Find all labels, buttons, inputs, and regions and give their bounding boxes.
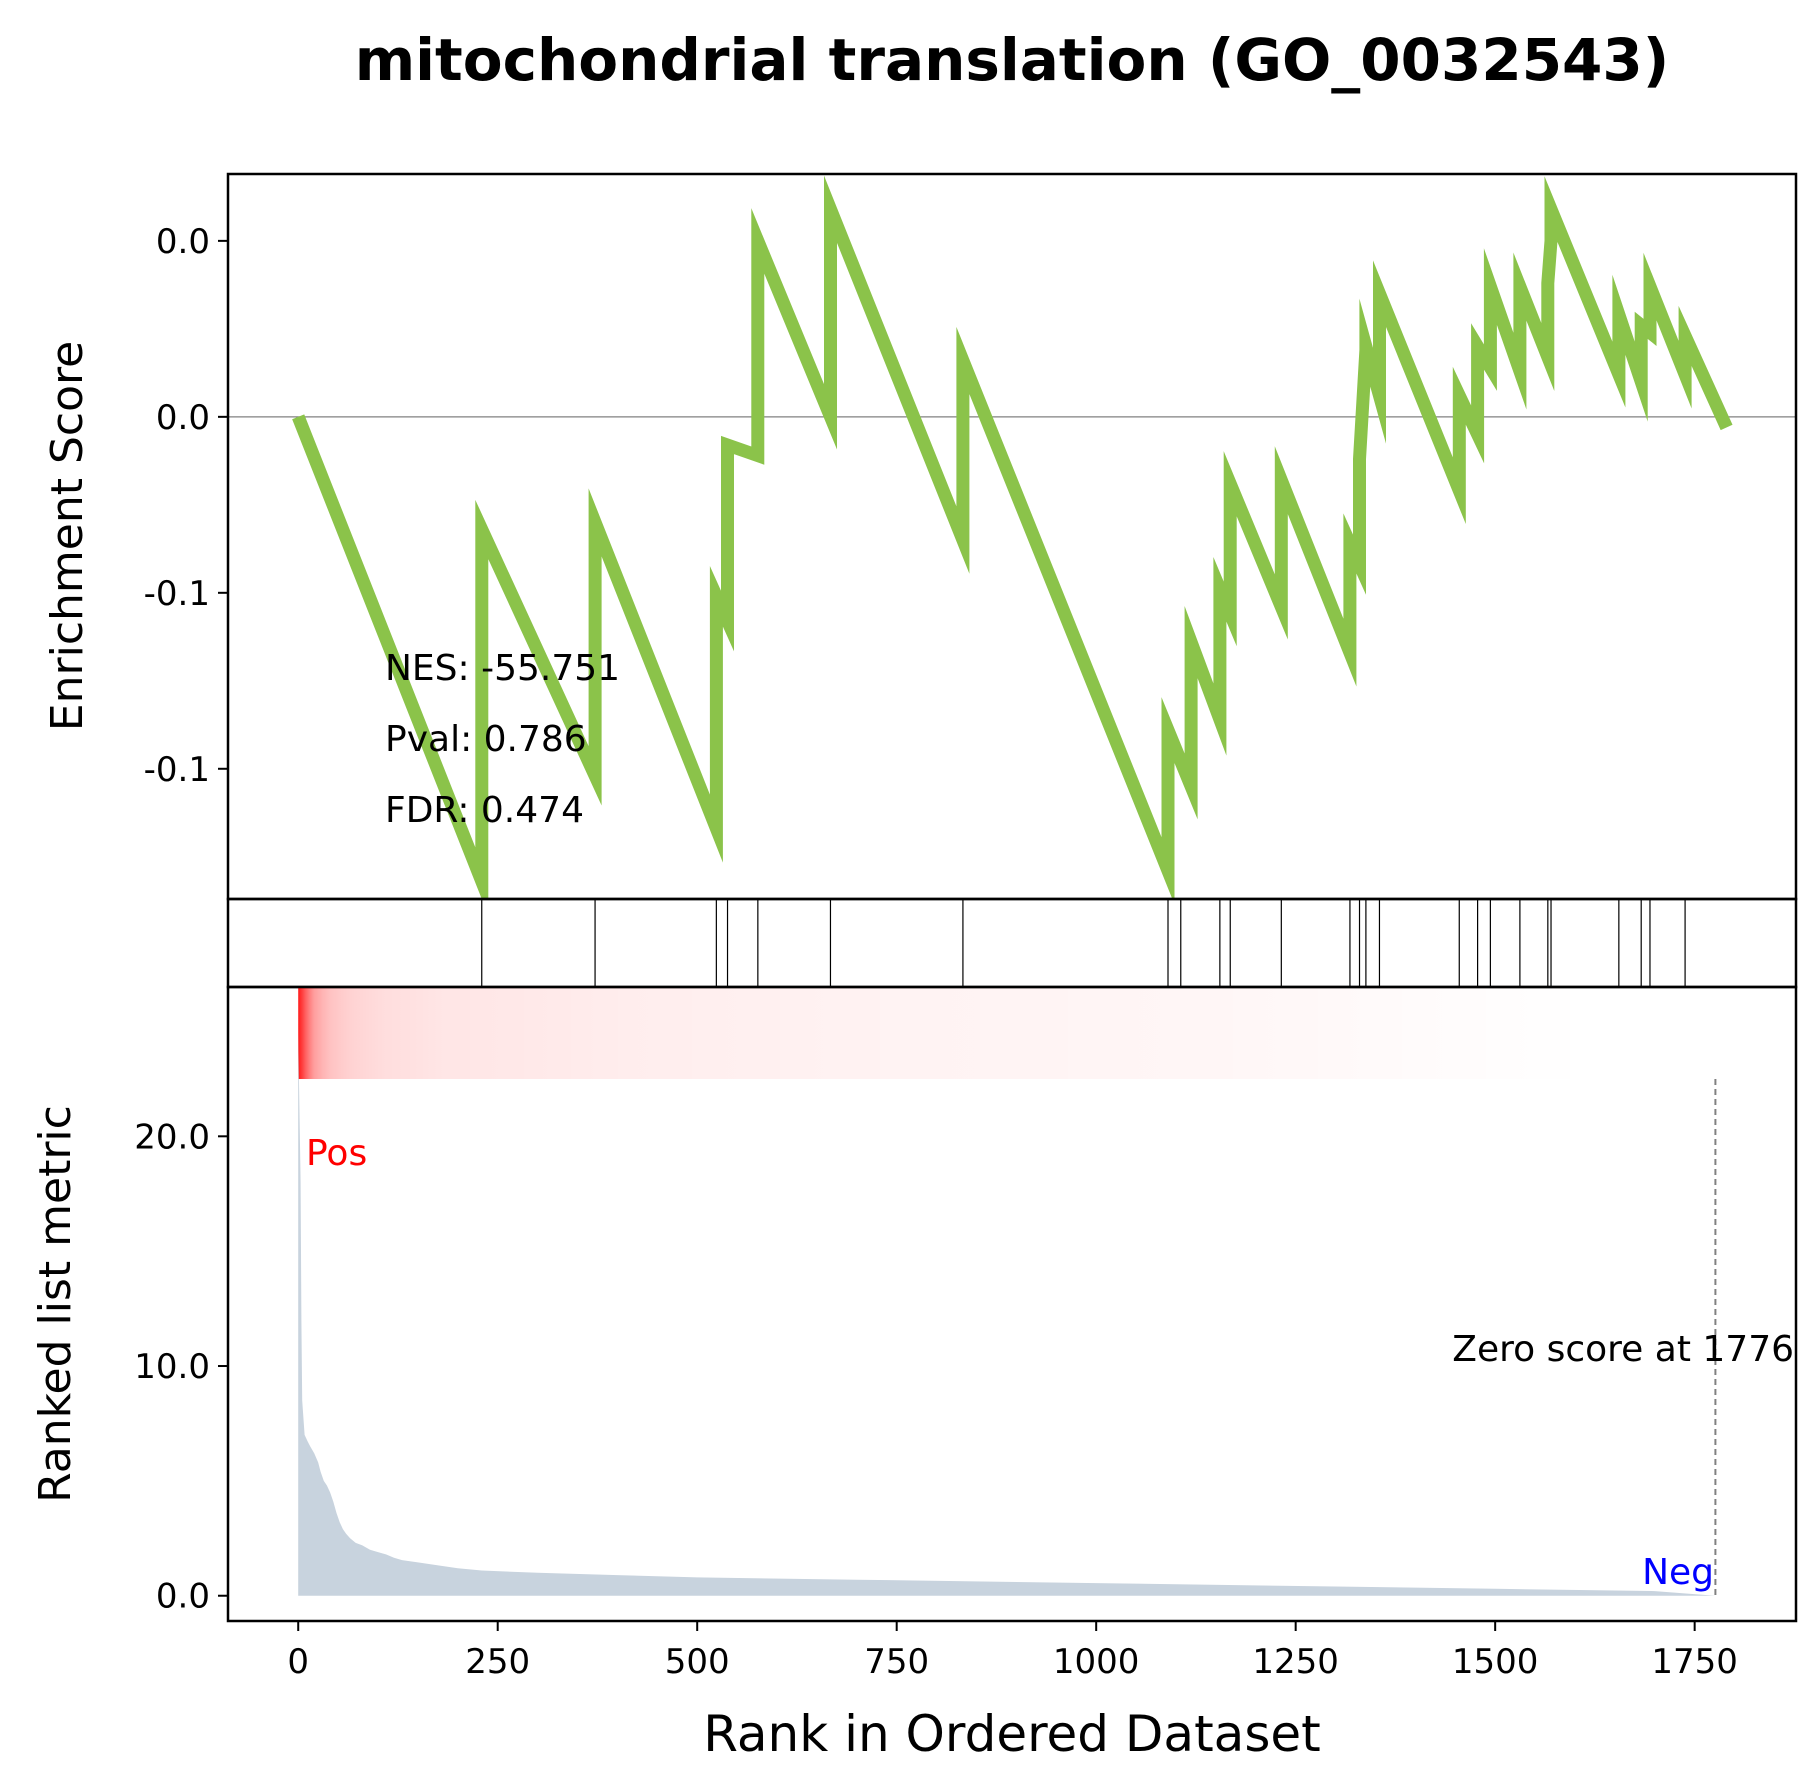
metric-panel-frame bbox=[226, 985, 1798, 1623]
x-tick-label: 1750 bbox=[1651, 1642, 1738, 1682]
hit-lines bbox=[481, 899, 1686, 987]
enrichment-y-tick-label: -0.1 bbox=[144, 574, 210, 614]
hits-panel-frame bbox=[226, 897, 1798, 989]
metric-y-tick-label: 20.0 bbox=[134, 1117, 210, 1157]
x-tick-label: 1500 bbox=[1452, 1642, 1539, 1682]
metric-panel: Pos Neg Zero score at 1776 0.0 10.0 20.0 R… bbox=[30, 985, 1798, 1623]
x-tick-label: 1000 bbox=[1053, 1642, 1140, 1682]
enrichment-y-tick-label: 0.0 bbox=[156, 398, 210, 438]
rank-heatmap-bar bbox=[298, 987, 1591, 1079]
x-tick-label: 0 bbox=[287, 1642, 309, 1682]
enrichment-y-label: Enrichment Score bbox=[42, 341, 93, 731]
enrichment-panel: 0.00.0-0.1-0.1 NES: -55.751 Pval: 0.786 … bbox=[42, 172, 1798, 901]
zero-score-annotation: Zero score at 1776 bbox=[1452, 1329, 1794, 1370]
nes-annotation: NES: -55.751 bbox=[385, 648, 620, 689]
enrichment-y-tick-label: 0.0 bbox=[156, 222, 210, 262]
metric-y-ticks: 0.0 10.0 20.0 bbox=[134, 1117, 228, 1617]
pval-annotation: Pval: 0.786 bbox=[385, 719, 587, 760]
metric-y-tick-label: 0.0 bbox=[156, 1577, 210, 1617]
enrichment-y-tick-label: -0.1 bbox=[144, 750, 210, 790]
pos-label: Pos bbox=[306, 1133, 367, 1174]
hits-panel bbox=[226, 897, 1798, 989]
metric-y-tick-label: 10.0 bbox=[134, 1347, 210, 1387]
fdr-annotation: FDR: 0.474 bbox=[385, 790, 584, 831]
x-axis-label: Rank in Ordered Dataset bbox=[703, 1705, 1320, 1763]
chart-title: mitochondrial translation (GO_0032543) bbox=[355, 26, 1670, 94]
metric-y-label: Ranked list metric bbox=[30, 1105, 81, 1503]
x-axis-ticks: 0 250 500 750 1000 1250 1500 1750 bbox=[287, 1621, 1738, 1682]
x-tick-label: 500 bbox=[665, 1642, 730, 1682]
x-tick-label: 750 bbox=[864, 1642, 929, 1682]
ranked-metric-area bbox=[298, 1032, 1716, 1596]
enrichment-y-ticks: 0.0 0.0 -0.1 -0.1 bbox=[144, 222, 228, 790]
x-tick-label: 250 bbox=[465, 1642, 530, 1682]
enrichment-score-line bbox=[292, 175, 1733, 899]
x-tick-label: 1250 bbox=[1252, 1642, 1339, 1682]
neg-label: Neg bbox=[1642, 1552, 1714, 1593]
